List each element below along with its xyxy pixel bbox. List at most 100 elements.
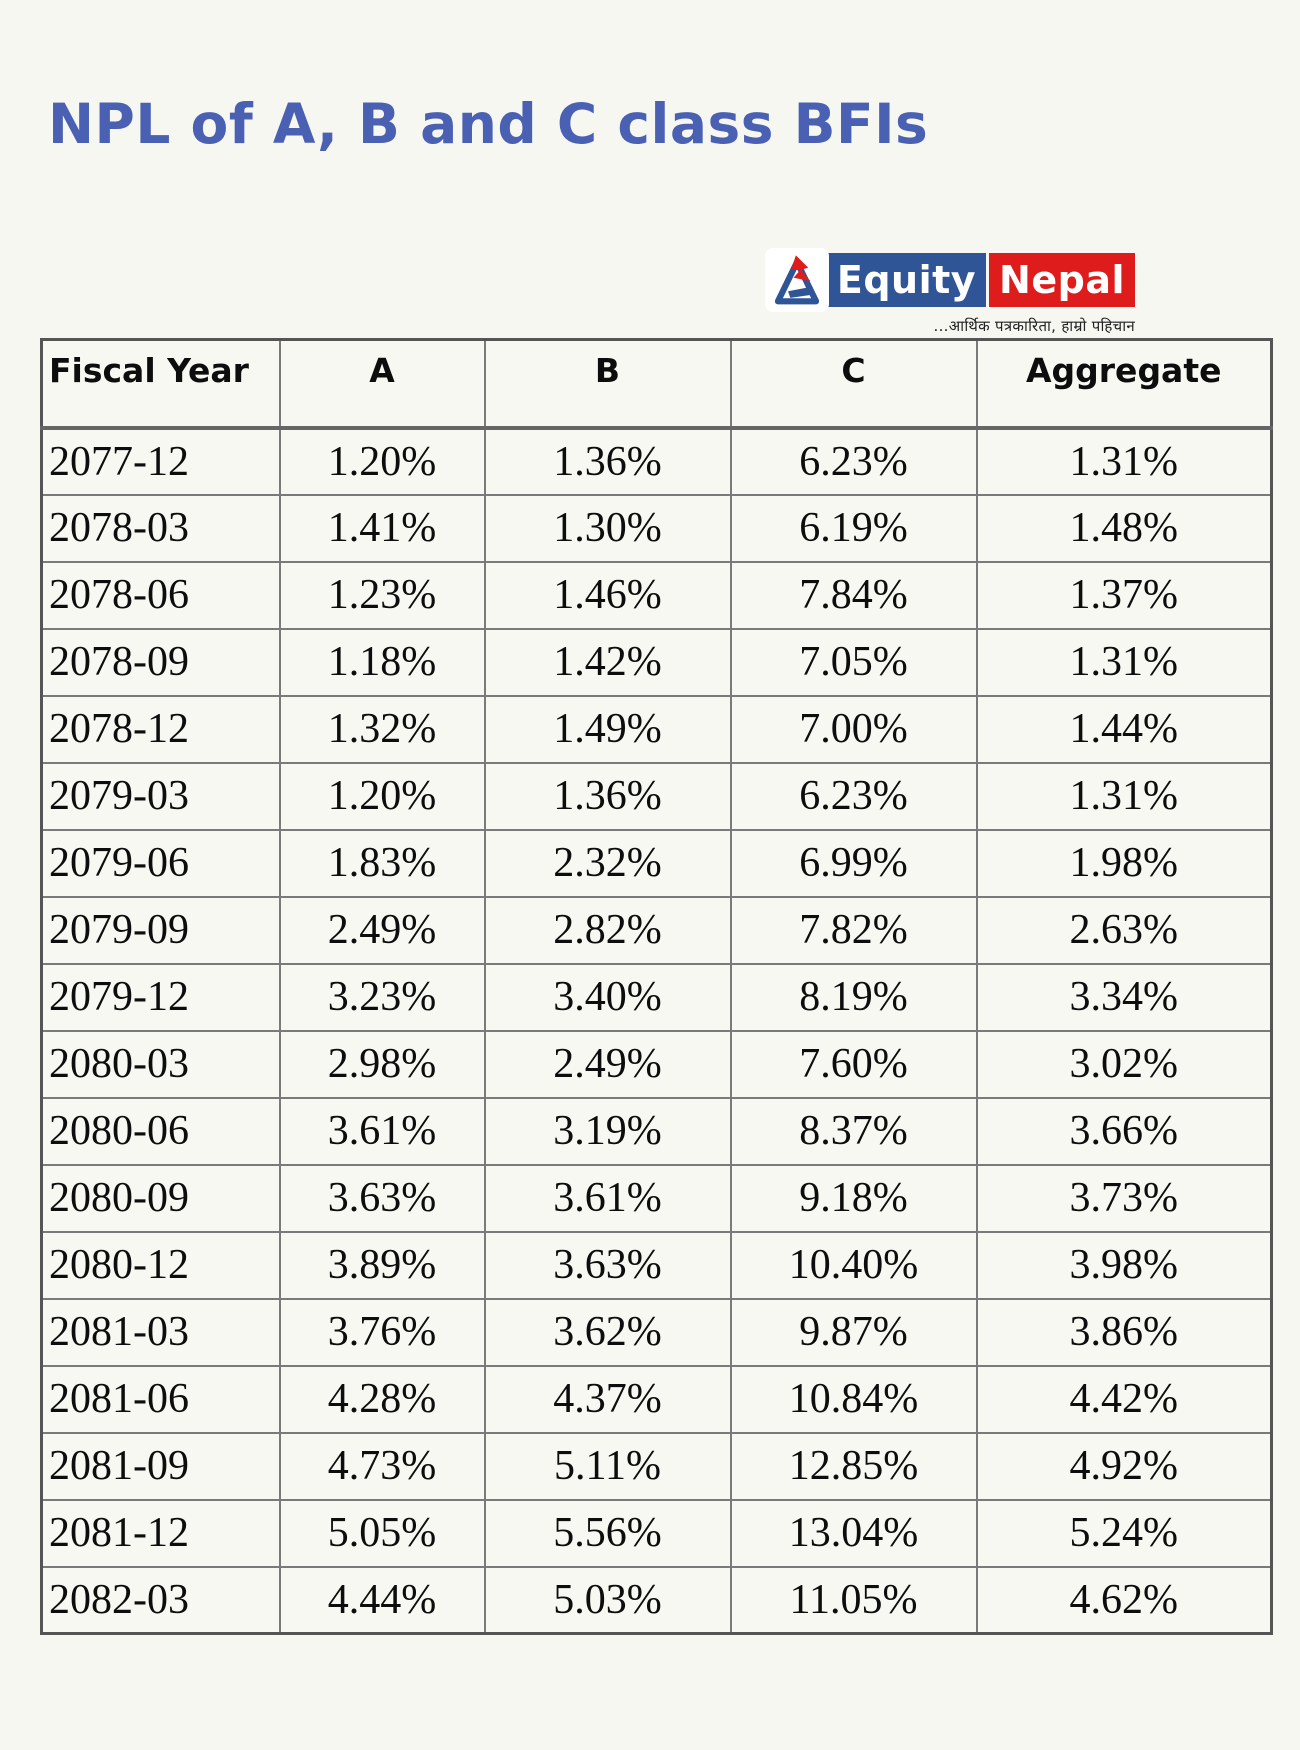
column-header-c: C [729,338,978,430]
npl-value-cell: 1.30% [483,493,732,563]
npl-value-cell: 1.31% [975,426,1273,496]
npl-value-cell: 7.05% [729,627,978,697]
table-row: 2082-03 4.44% 5.03% 11.05% 4.62% [40,1565,1273,1635]
fiscal-year-cell: 2080-06 [40,1096,281,1166]
npl-value-cell: 7.00% [729,694,978,764]
table-row: 2081-03 3.76% 3.62% 9.87% 3.86% [40,1297,1273,1367]
npl-value-cell: 9.18% [729,1163,978,1233]
npl-value-cell: 1.98% [975,828,1273,898]
fiscal-year-cell: 2079-12 [40,962,281,1032]
table-row: 2079-06 1.83% 2.32% 6.99% 1.98% [40,828,1273,898]
npl-value-cell: 7.60% [729,1029,978,1099]
table-row: 2081-09 4.73% 5.11% 12.85% 4.92% [40,1431,1273,1501]
npl-value-cell: 13.04% [729,1498,978,1568]
npl-value-cell: 1.32% [278,694,486,764]
npl-table: Fiscal Year A B C Aggregate 2077-12 1.20% 1.36… [40,338,1273,1635]
npl-value-cell: 2.82% [483,895,732,965]
npl-value-cell: 9.87% [729,1297,978,1367]
npl-value-cell: 3.61% [278,1096,486,1166]
npl-value-cell: 3.89% [278,1230,486,1300]
logo-row: Equity Nepal [764,248,1135,312]
npl-value-cell: 3.61% [483,1163,732,1233]
npl-value-cell: 5.56% [483,1498,732,1568]
npl-value-cell: 1.36% [483,761,732,831]
npl-value-cell: 2.32% [483,828,732,898]
npl-value-cell: 3.34% [975,962,1273,1032]
npl-value-cell: 4.28% [278,1364,486,1434]
fiscal-year-cell: 2081-06 [40,1364,281,1434]
npl-value-cell: 3.73% [975,1163,1273,1233]
table-row: 2078-06 1.23% 1.46% 7.84% 1.37% [40,560,1273,630]
npl-value-cell: 1.37% [975,560,1273,630]
npl-value-cell: 3.23% [278,962,486,1032]
npl-value-cell: 3.66% [975,1096,1273,1166]
table-row: 2081-12 5.05% 5.56% 13.04% 5.24% [40,1498,1273,1568]
table-row: 2079-09 2.49% 2.82% 7.82% 2.63% [40,895,1273,965]
npl-value-cell: 4.42% [975,1364,1273,1434]
npl-value-cell: 3.40% [483,962,732,1032]
npl-value-cell: 1.44% [975,694,1273,764]
npl-value-cell: 2.49% [483,1029,732,1099]
npl-value-cell: 2.63% [975,895,1273,965]
fiscal-year-cell: 2077-12 [40,426,281,496]
npl-value-cell: 3.76% [278,1297,486,1367]
table-row: 2079-03 1.20% 1.36% 6.23% 1.31% [40,761,1273,831]
npl-value-cell: 1.49% [483,694,732,764]
npl-value-cell: 5.11% [483,1431,732,1501]
npl-value-cell: 1.48% [975,493,1273,563]
npl-value-cell: 1.31% [975,627,1273,697]
npl-value-cell: 5.03% [483,1565,732,1635]
fiscal-year-cell: 2079-06 [40,828,281,898]
fiscal-year-cell: 2078-03 [40,493,281,563]
table-row: 2077-12 1.20% 1.36% 6.23% 1.31% [40,426,1273,496]
npl-value-cell: 4.73% [278,1431,486,1501]
npl-table-body: 2077-12 1.20% 1.36% 6.23% 1.31% 2078-03 1.41% 1… [40,426,1273,1635]
npl-value-cell: 12.85% [729,1431,978,1501]
fiscal-year-cell: 2078-12 [40,694,281,764]
npl-value-cell: 6.23% [729,761,978,831]
fiscal-year-cell: 2081-03 [40,1297,281,1367]
table-row: 2078-09 1.18% 1.42% 7.05% 1.31% [40,627,1273,697]
column-header-b: B [483,338,732,430]
npl-value-cell: 3.98% [975,1230,1273,1300]
npl-value-cell: 3.86% [975,1297,1273,1367]
fiscal-year-cell: 2079-03 [40,761,281,831]
npl-value-cell: 6.99% [729,828,978,898]
mountain-triangle-icon [764,248,829,312]
fiscal-year-cell: 2081-09 [40,1431,281,1501]
npl-value-cell: 1.46% [483,560,732,630]
fiscal-year-cell: 2081-12 [40,1498,281,1568]
table-row: 2079-12 3.23% 3.40% 8.19% 3.34% [40,962,1273,1032]
column-header-aggregate: Aggregate [975,338,1273,430]
fiscal-year-cell: 2082-03 [40,1565,281,1635]
npl-value-cell: 1.20% [278,761,486,831]
page-title: NPL of A, B and C class BFIs [48,92,929,156]
fiscal-year-cell: 2080-03 [40,1029,281,1099]
npl-value-cell: 1.41% [278,493,486,563]
npl-value-cell: 3.63% [278,1163,486,1233]
column-header-a: A [278,338,486,430]
npl-value-cell: 1.31% [975,761,1273,831]
npl-value-cell: 4.37% [483,1364,732,1434]
fiscal-year-cell: 2080-12 [40,1230,281,1300]
npl-value-cell: 1.20% [278,426,486,496]
fiscal-year-cell: 2078-09 [40,627,281,697]
npl-table-header: Fiscal Year A B C Aggregate [40,338,1273,430]
npl-value-cell: 3.02% [975,1029,1273,1099]
logo-tagline: ...आर्थिक पत्रकारिता, हाम्रो पहिचान [933,317,1135,335]
header-row: Fiscal Year A B C Aggregate [40,338,1273,430]
npl-value-cell: 8.19% [729,962,978,1032]
npl-value-cell: 1.23% [278,560,486,630]
npl-value-cell: 10.84% [729,1364,978,1434]
npl-value-cell: 4.92% [975,1431,1273,1501]
column-header-fiscal-year: Fiscal Year [40,338,281,430]
fiscal-year-cell: 2078-06 [40,560,281,630]
fiscal-year-cell: 2080-09 [40,1163,281,1233]
npl-value-cell: 2.49% [278,895,486,965]
npl-value-cell: 1.36% [483,426,732,496]
npl-value-cell: 7.84% [729,560,978,630]
npl-value-cell: 3.62% [483,1297,732,1367]
table-row: 2080-06 3.61% 3.19% 8.37% 3.66% [40,1096,1273,1166]
npl-value-cell: 6.23% [729,426,978,496]
logo-word-nepal: Nepal [989,253,1135,307]
